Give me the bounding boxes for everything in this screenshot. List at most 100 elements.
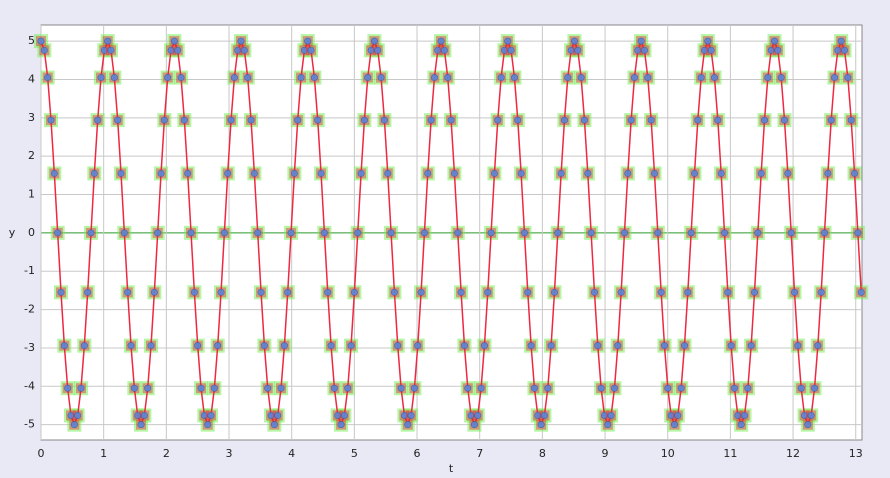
marker-point xyxy=(87,229,95,237)
marker-point xyxy=(310,74,318,82)
marker-point xyxy=(290,169,298,177)
y-tick-label: 2 xyxy=(28,149,35,162)
x-tick-label: 8 xyxy=(539,447,546,460)
marker-point xyxy=(841,46,849,54)
marker-point xyxy=(174,46,182,54)
marker-point xyxy=(304,37,312,45)
marker-point xyxy=(340,411,348,419)
marker-point xyxy=(110,74,118,82)
marker-point xyxy=(237,37,245,45)
marker-point xyxy=(427,116,435,124)
marker-point xyxy=(827,116,835,124)
marker-point xyxy=(647,116,655,124)
marker-point xyxy=(294,116,302,124)
marker-point xyxy=(640,46,648,54)
marker-point xyxy=(320,229,328,237)
marker-point xyxy=(390,288,398,296)
marker-point xyxy=(287,229,295,237)
marker-point xyxy=(720,229,728,237)
marker-point xyxy=(84,288,92,296)
marker-point xyxy=(37,37,45,45)
marker-point xyxy=(164,74,172,82)
marker-point xyxy=(520,229,528,237)
marker-point xyxy=(74,411,82,419)
marker-point xyxy=(560,116,568,124)
marker-point xyxy=(597,384,605,392)
x-tick-label: 6 xyxy=(414,447,421,460)
marker-point xyxy=(674,411,682,419)
marker-point xyxy=(347,342,355,350)
x-tick-label: 1 xyxy=(100,447,107,460)
marker-point xyxy=(307,46,315,54)
marker-point xyxy=(821,229,829,237)
marker-point xyxy=(814,342,822,350)
marker-point xyxy=(47,116,55,124)
y-tick-label: 5 xyxy=(28,34,35,47)
marker-point xyxy=(707,46,715,54)
marker-point xyxy=(607,411,615,419)
marker-point xyxy=(697,74,705,82)
marker-point xyxy=(487,229,495,237)
marker-point xyxy=(440,46,448,54)
marker-point xyxy=(557,169,565,177)
marker-point xyxy=(220,229,228,237)
marker-point xyxy=(617,288,625,296)
marker-point xyxy=(751,288,759,296)
y-tick-label: 3 xyxy=(28,111,35,124)
marker-point xyxy=(824,169,832,177)
marker-point xyxy=(254,229,262,237)
marker-point xyxy=(774,46,782,54)
series xyxy=(34,34,869,432)
marker-point xyxy=(394,342,402,350)
marker-point xyxy=(694,116,702,124)
marker-point xyxy=(664,384,672,392)
marker-point xyxy=(147,342,155,350)
marker-point xyxy=(314,116,322,124)
marker-point xyxy=(564,74,572,82)
marker-point xyxy=(580,116,588,124)
marker-point xyxy=(477,384,485,392)
marker-point xyxy=(54,229,62,237)
y-tick-label: 1 xyxy=(28,188,35,201)
marker-point xyxy=(811,384,819,392)
marker-point xyxy=(754,229,762,237)
marker-point xyxy=(614,342,622,350)
marker-point xyxy=(484,288,492,296)
marker-point xyxy=(604,421,612,429)
marker-point xyxy=(257,288,265,296)
marker-point xyxy=(547,342,555,350)
marker-point xyxy=(444,74,452,82)
marker-point xyxy=(207,411,215,419)
marker-point xyxy=(140,411,148,419)
marker-point xyxy=(104,37,112,45)
marker-point xyxy=(851,169,859,177)
marker-point xyxy=(387,229,395,237)
marker-point xyxy=(620,229,628,237)
marker-point xyxy=(404,421,412,429)
y-axis-label: y xyxy=(9,226,16,239)
marker-point xyxy=(154,229,162,237)
y-tick-label: -1 xyxy=(24,264,35,277)
marker-point xyxy=(64,384,72,392)
marker-point xyxy=(187,229,195,237)
marker-point xyxy=(670,421,678,429)
marker-point xyxy=(744,384,752,392)
marker-point xyxy=(137,421,145,429)
marker-point xyxy=(747,342,755,350)
marker-point xyxy=(224,169,232,177)
marker-point xyxy=(654,229,662,237)
marker-point xyxy=(490,169,498,177)
marker-point xyxy=(107,46,115,54)
marker-point xyxy=(354,229,362,237)
marker-point xyxy=(627,116,635,124)
marker-point xyxy=(144,384,152,392)
x-tick-label: 12 xyxy=(786,447,800,460)
marker-point xyxy=(80,342,88,350)
marker-point xyxy=(40,46,48,54)
marker-point xyxy=(650,169,658,177)
marker-point xyxy=(610,384,618,392)
marker-point xyxy=(260,342,268,350)
marker-point xyxy=(854,229,862,237)
marker-point xyxy=(804,421,812,429)
marker-point xyxy=(710,74,718,82)
